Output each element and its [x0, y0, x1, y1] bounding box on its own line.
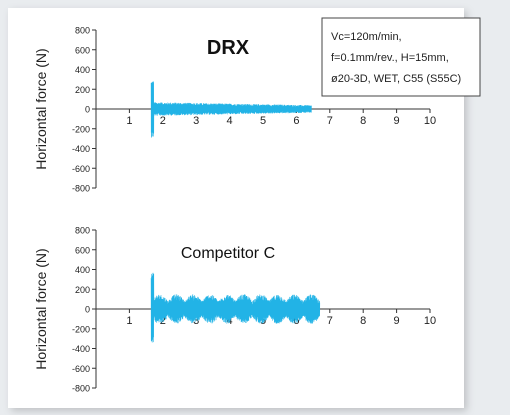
- x-tick-label: 3: [193, 315, 199, 327]
- y-axis-label: Horizontal force (N): [33, 48, 49, 169]
- x-tick-label: 2: [160, 315, 166, 327]
- y-tick-label: 600: [75, 45, 90, 55]
- conditions-box: Vc=120m/min, f=0.1mm/rev., H=15mm, ø20-3…: [321, 17, 481, 97]
- y-tick-label: 200: [75, 85, 90, 95]
- conditions-line-2: f=0.1mm/rev., H=15mm,: [331, 52, 449, 64]
- chart-title: Competitor C: [181, 245, 275, 262]
- x-tick-label: 9: [394, 115, 400, 127]
- x-tick-label: 1: [126, 115, 132, 127]
- y-tick-label: -800: [72, 184, 90, 194]
- y-tick-label: -400: [72, 344, 90, 354]
- y-tick-label: 400: [75, 65, 90, 75]
- x-tick-label: 1: [126, 315, 132, 327]
- y-axis-label: Horizontal force (N): [33, 248, 49, 369]
- y-tick-label: -600: [72, 164, 90, 174]
- x-tick-label: 2: [160, 115, 166, 127]
- y-tick-label: 0: [85, 105, 90, 115]
- y-tick-label: 600: [75, 245, 90, 255]
- x-tick-label: 7: [327, 315, 333, 327]
- y-tick-label: 0: [85, 305, 90, 315]
- y-tick-label: 800: [75, 26, 90, 36]
- conditions-line-3: ø20-3D, WET, C55 (S55C): [331, 73, 461, 85]
- conditions-line-1: Vc=120m/min,: [331, 31, 402, 43]
- x-tick-label: 8: [360, 115, 366, 127]
- force-signal-trace: [150, 81, 312, 138]
- x-tick-label: 9: [394, 315, 400, 327]
- x-tick-label: 5: [260, 115, 266, 127]
- x-tick-label: 3: [193, 115, 199, 127]
- y-tick-label: -200: [72, 324, 90, 334]
- y-tick-label: -400: [72, 144, 90, 154]
- y-tick-label: -200: [72, 124, 90, 134]
- x-tick-label: 8: [360, 315, 366, 327]
- x-tick-label: 6: [293, 115, 299, 127]
- y-tick-label: -600: [72, 364, 90, 374]
- force-signal-trace: [150, 272, 321, 343]
- x-tick-label: 4: [227, 115, 233, 127]
- y-tick-label: 400: [75, 265, 90, 275]
- conditions-box-border: [321, 17, 481, 97]
- chart-drx: 800 600 400 200 0 -200 -400 -600 -800 1 2 3 4 5 6 7 8 9 10…: [33, 26, 436, 194]
- y-tick-label: 800: [75, 226, 90, 236]
- y-tick-label: -800: [72, 384, 90, 394]
- x-tick-label: 7: [327, 115, 333, 127]
- chart-title: DRX: [207, 37, 250, 59]
- y-tick-label: 200: [75, 285, 90, 295]
- x-tick-label: 10: [424, 315, 436, 327]
- x-tick-label: 10: [424, 115, 436, 127]
